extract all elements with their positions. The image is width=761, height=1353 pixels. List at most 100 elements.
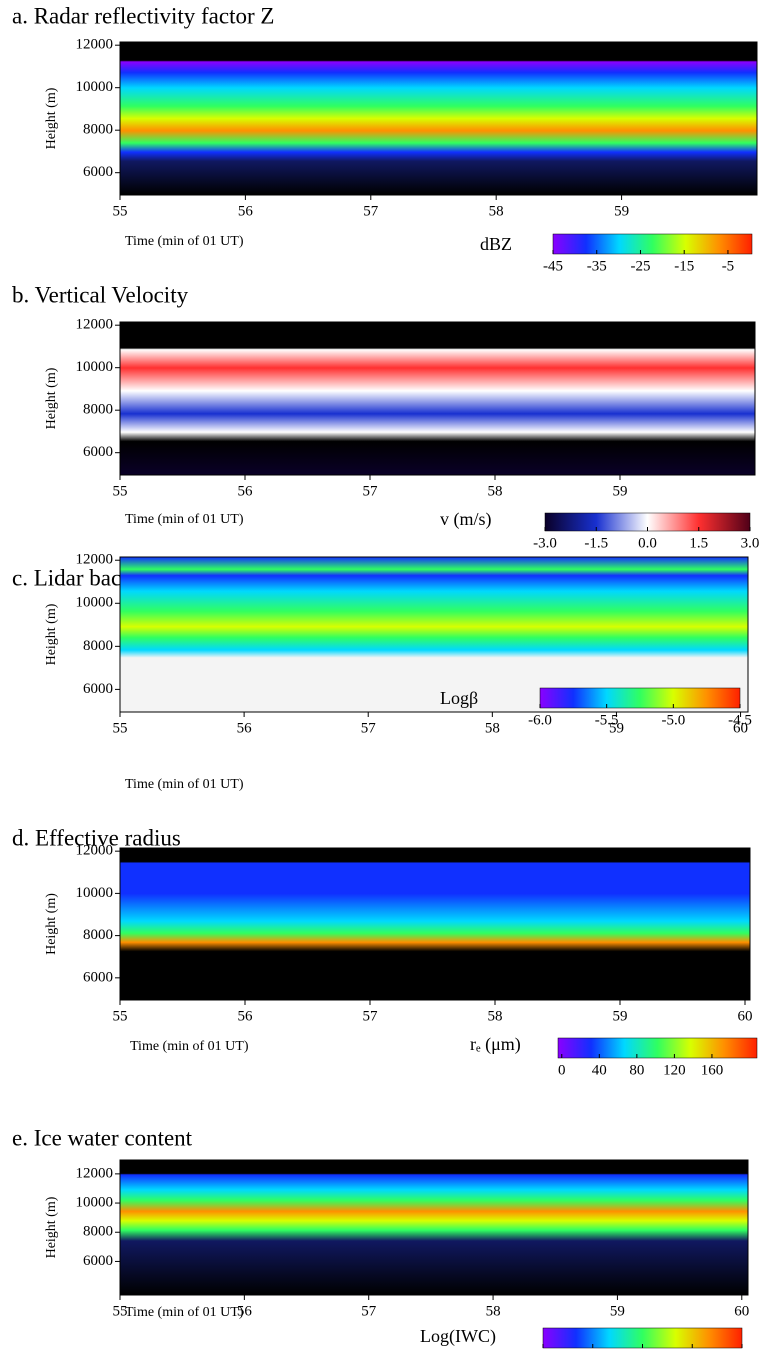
x-tick-label: 58	[488, 483, 503, 499]
y-tick-label: 8000	[83, 1224, 113, 1240]
colorbar-label: dBZ	[480, 234, 512, 254]
colorbar	[552, 233, 753, 255]
colorbar-tick-label: -45	[543, 258, 563, 274]
colorbar-tick-label: 80	[629, 1062, 644, 1078]
x-tick-label: 56	[238, 203, 254, 219]
x-tick-label: 57	[363, 1008, 379, 1024]
x-tick-label: 58	[489, 203, 504, 219]
colorbar-tick-label: -4.5	[728, 712, 752, 728]
field-image	[120, 42, 757, 195]
colorbar-tick-label: 1.5	[689, 535, 708, 551]
x-tick-label: 55	[113, 1303, 128, 1319]
y-tick-label: 12000	[76, 1165, 114, 1181]
panel-title: a. Radar reflectivity factor Z	[12, 3, 274, 28]
x-tick-label: 58	[486, 1303, 501, 1319]
colorbar-label: Log(IWC)	[420, 1326, 496, 1347]
y-tick-label: 10000	[76, 1194, 114, 1210]
x-tick-label: 55	[113, 203, 128, 219]
x-tick-label: 59	[614, 203, 629, 219]
y-axis-label: Height (m)	[44, 87, 59, 149]
colorbar-tick-label: -5.5	[595, 712, 619, 728]
x-tick-label: 59	[613, 1008, 628, 1024]
x-tick-label: 56	[237, 720, 253, 736]
x-tick-label: 55	[113, 483, 128, 499]
y-tick-label: 10000	[76, 79, 114, 95]
x-tick-label: 59	[613, 483, 628, 499]
y-tick-label: 12000	[76, 317, 114, 333]
plot-frame	[119, 847, 751, 1001]
x-axis-label: Time (min of 01 UT)	[125, 777, 244, 792]
y-tick-label: 8000	[83, 122, 113, 138]
colorbar-tick-label: -5	[722, 258, 735, 274]
y-tick-label: 8000	[83, 927, 113, 943]
x-tick-label: 55	[113, 720, 128, 736]
x-tick-label: 57	[361, 1303, 377, 1319]
x-tick-label: 57	[363, 483, 379, 499]
panel-title: d. Effective radius	[12, 825, 181, 850]
colorbar-tick-label: -15	[674, 258, 694, 274]
colorbar-tick-label: 0.0	[638, 535, 657, 551]
y-axis-label: Height (m)	[44, 893, 59, 955]
plot-frame	[119, 1159, 749, 1296]
y-tick-label: 6000	[83, 444, 113, 460]
y-tick-label: 10000	[76, 595, 114, 611]
y-tick-label: 6000	[83, 1253, 113, 1269]
x-tick-label: 60	[734, 1303, 749, 1319]
colorbar-label: rₑ (μm)	[470, 1034, 521, 1055]
y-tick-label: 6000	[83, 969, 113, 985]
y-axis-label: Height (m)	[44, 603, 59, 665]
colorbar-label: v (m/s)	[440, 509, 492, 530]
colorbar-tick-label: 40	[592, 1062, 607, 1078]
x-tick-label: 55	[113, 1008, 128, 1024]
colorbar	[539, 687, 741, 709]
x-tick-label: 59	[610, 1303, 625, 1319]
colorbar-tick-label: -25	[630, 258, 650, 274]
colorbar-label: Logβ	[440, 688, 478, 708]
x-tick-label: 58	[485, 720, 500, 736]
x-axis-label: Time (min of 01 UT)	[125, 234, 244, 249]
x-axis-label: Time (min of 01 UT)	[130, 1039, 249, 1054]
x-axis-label: Time (min of 01 UT)	[125, 512, 244, 527]
y-tick-label: 6000	[83, 164, 113, 180]
x-axis-label: Time (min of 01 UT)	[125, 1305, 244, 1320]
colorbar-tick-label: -6.0	[528, 712, 552, 728]
y-tick-label: 8000	[83, 638, 113, 654]
colorbar	[557, 1037, 758, 1059]
x-tick-label: 57	[361, 720, 377, 736]
y-axis-label: Height (m)	[44, 1196, 59, 1258]
y-tick-label: 12000	[76, 843, 114, 859]
plot-frame	[119, 41, 758, 196]
x-tick-label: 60	[738, 1008, 753, 1024]
y-tick-label: 10000	[76, 885, 114, 901]
y-tick-label: 8000	[83, 402, 113, 418]
colorbar-tick-label: -5.0	[661, 712, 685, 728]
x-tick-label: 60	[733, 720, 748, 736]
plot-frame	[119, 556, 749, 713]
x-tick-label: 59	[609, 720, 624, 736]
colorbar-tick-label: -35	[587, 258, 607, 274]
x-tick-label: 56	[238, 483, 254, 499]
field-image	[120, 557, 748, 712]
field-image	[120, 322, 755, 475]
colorbar-tick-label: 3.0	[741, 535, 760, 551]
y-axis-label: Height (m)	[44, 367, 59, 429]
colorbar-tick-label: 120	[663, 1062, 686, 1078]
x-tick-label: 56	[237, 1303, 253, 1319]
x-tick-label: 56	[238, 1008, 254, 1024]
y-tick-label: 6000	[83, 681, 113, 697]
x-tick-label: 57	[363, 203, 379, 219]
y-tick-label: 10000	[76, 359, 114, 375]
y-tick-label: 12000	[76, 37, 114, 53]
plot-frame	[119, 321, 756, 476]
colorbar-tick-label: 0	[558, 1062, 566, 1078]
x-tick-label: 58	[488, 1008, 503, 1024]
colorbar-tick-label: -1.5	[584, 535, 608, 551]
panel-title: e. Ice water content	[12, 1125, 193, 1150]
field-image	[120, 1160, 748, 1295]
panel-title: b. Vertical Velocity	[12, 282, 189, 307]
y-tick-label: 12000	[76, 552, 114, 568]
field-image	[120, 848, 750, 1000]
colorbar-tick-label: 160	[701, 1062, 724, 1078]
colorbar-tick-label: -3.0	[533, 535, 557, 551]
